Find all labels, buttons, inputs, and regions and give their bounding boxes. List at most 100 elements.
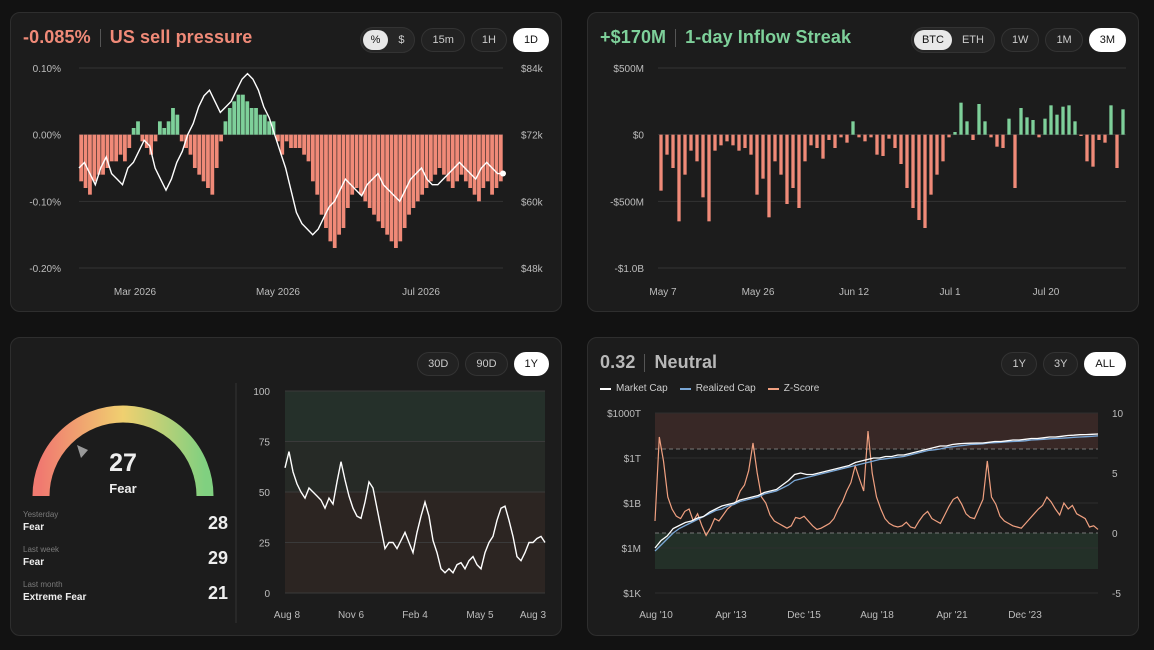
bar [249, 108, 254, 135]
bar [310, 134, 315, 182]
bar [851, 121, 855, 135]
bar [468, 134, 473, 188]
bar [875, 134, 879, 155]
bar [857, 134, 861, 138]
bar [797, 134, 801, 208]
bar [683, 134, 687, 175]
history-period: Last month [23, 580, 63, 589]
history-value: 21 [207, 583, 228, 603]
legend-realized-cap[interactable]: Realized Cap [679, 383, 756, 394]
legend-swatch [600, 387, 611, 390]
bar [785, 134, 789, 204]
bar [1037, 134, 1041, 138]
legend-z-score[interactable]: Z-Score [767, 383, 819, 394]
bar [123, 134, 127, 162]
bar [236, 94, 241, 135]
legend-market-cap[interactable]: Market Cap [600, 383, 668, 394]
bar [276, 134, 280, 142]
bar [472, 134, 477, 195]
range-90d-button[interactable]: 90D [465, 352, 508, 376]
gauge-arc [32, 405, 214, 497]
bar [1103, 134, 1107, 143]
bar [345, 134, 350, 208]
y2-tick-label: $48k [521, 264, 544, 275]
range-15m-button[interactable]: 15m [421, 28, 465, 52]
bar [455, 134, 459, 182]
bar [153, 134, 158, 142]
bar [477, 134, 481, 202]
range-1y-button[interactable]: 1Y [513, 352, 549, 376]
range-3y-button[interactable]: 3Y [1042, 352, 1079, 376]
bar [1085, 134, 1089, 162]
inflow-value: +$170M [600, 27, 667, 47]
bar [96, 134, 101, 175]
bar [1109, 105, 1113, 135]
z-score-line [654, 430, 1099, 537]
asset-btc-button[interactable]: BTC [913, 30, 952, 50]
bar [749, 134, 753, 155]
x-tick-label: Dec '15 [787, 610, 821, 621]
bar [1121, 109, 1125, 135]
x-tick-label: May 5 [466, 610, 494, 621]
unit-percent-button[interactable]: % [362, 30, 389, 50]
y-tick-label: $500M [613, 64, 644, 75]
bar [337, 134, 341, 235]
bar [363, 134, 368, 202]
unit-dollar-button[interactable]: $ [398, 34, 405, 46]
bar [815, 134, 819, 148]
fear-greed-history-chart: 100 75 50 25 0 Aug 8 Nov 6 Feb 4 May 5 Aug 3 [235, 383, 547, 623]
bar [258, 114, 263, 135]
y2-tick-label: -5 [1112, 589, 1121, 600]
x-tick-label: Apr '21 [936, 610, 968, 621]
history-period: Last week [23, 545, 60, 554]
asset-eth-button[interactable]: ETH [961, 34, 984, 46]
y-tick-label: 25 [259, 539, 271, 550]
y-tick-label: $1000T [607, 409, 641, 420]
bar [306, 134, 311, 162]
bar [118, 134, 123, 155]
range-1d-button[interactable]: 1D [512, 28, 549, 52]
bar [206, 134, 210, 188]
bar [171, 108, 175, 135]
mvrv-chart: $1000T $1T $1B $1M $1K 10 5 0 -5 Aug '10 Apr '13 De… [607, 409, 1123, 621]
bar [192, 134, 197, 168]
bar [166, 121, 171, 135]
history-label: Fear [23, 557, 45, 568]
bar [380, 134, 385, 228]
range-all-button[interactable]: ALL [1084, 352, 1126, 376]
bar [162, 128, 167, 135]
bar [971, 134, 975, 140]
bar [332, 134, 337, 248]
price-line [78, 72, 503, 236]
inflow-title: 1-day Inflow Streak [685, 27, 852, 47]
range-1w-button[interactable]: 1W [1000, 28, 1040, 52]
bar [689, 134, 693, 151]
bar [459, 134, 464, 175]
bar [131, 128, 136, 135]
range-1m-button[interactable]: 1M [1045, 28, 1083, 52]
unit-toggle: % $ [359, 27, 416, 53]
x-tick-label: May 26 [742, 287, 775, 298]
range-3m-button[interactable]: 3M [1088, 28, 1126, 52]
bar [869, 134, 873, 138]
range-30d-button[interactable]: 30D [417, 352, 460, 376]
range-1y-button[interactable]: 1Y [1001, 352, 1037, 376]
x-tick-label: May 7 [649, 287, 677, 298]
bar [280, 134, 285, 155]
bar [659, 134, 663, 191]
bar [1079, 134, 1083, 136]
bar [821, 134, 825, 159]
x-tick-label: Jul 20 [1033, 287, 1060, 298]
y2-tick-label: $84k [521, 64, 544, 75]
bar [965, 121, 969, 135]
bar [83, 134, 88, 188]
range-1h-button[interactable]: 1H [470, 28, 507, 52]
bar [1049, 105, 1053, 135]
bar [791, 134, 795, 188]
bar [372, 134, 376, 215]
bar [887, 134, 891, 139]
bar [677, 134, 681, 222]
bar [140, 134, 145, 142]
bar [1043, 118, 1047, 135]
legend-swatch [679, 387, 691, 390]
